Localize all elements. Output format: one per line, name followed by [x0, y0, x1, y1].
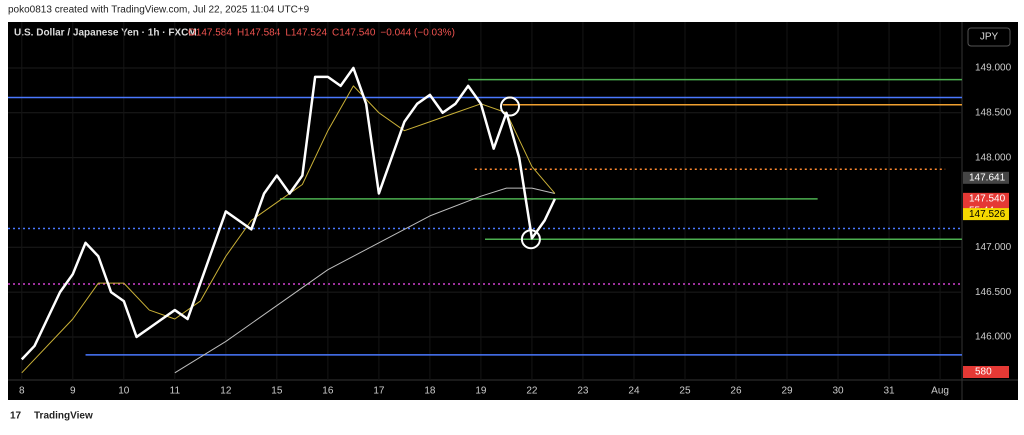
annotation-circle	[499, 96, 520, 117]
chart-bg	[8, 22, 1018, 400]
y-tick-label: 146.500	[975, 287, 1012, 298]
x-tick-label: 12	[220, 386, 232, 397]
x-tick-label: Aug	[931, 386, 949, 397]
ohlc-value: H147.584	[237, 28, 281, 39]
currency-box	[967, 27, 1011, 47]
x-tick-label: 11	[170, 386, 181, 397]
x-tick-label: 18	[424, 386, 436, 397]
y-tick-label: 146.000	[975, 332, 1012, 343]
price-line	[21, 85, 556, 374]
x-tick-label: 22	[526, 386, 538, 397]
x-tick-label: 29	[781, 386, 793, 397]
annotation-circle	[520, 229, 541, 250]
x-tick-label: 31	[883, 386, 895, 397]
x-tick-label: 17	[373, 386, 385, 397]
y-tick-label: 149.000	[975, 63, 1012, 74]
logo: 17	[10, 411, 22, 422]
x-tick-label: 16	[322, 386, 334, 397]
y-tick-label: 148.000	[975, 152, 1012, 163]
price-tag-label: 147.641	[969, 172, 1006, 183]
ohlc-value: C147.540	[332, 28, 376, 39]
x-tick-label: 8	[19, 386, 25, 397]
y-tick-label: 147.000	[975, 242, 1012, 253]
x-tick-label: 9	[70, 386, 76, 397]
x-tick-label: 15	[271, 386, 283, 397]
x-tick-label: 26	[730, 386, 742, 397]
x-tick-label: 19	[475, 386, 487, 397]
price-line	[174, 187, 556, 374]
x-tick-label: 10	[118, 386, 130, 397]
x-tick-label: 23	[577, 386, 589, 397]
ohlc-value: −0.044 (−0.03%)	[380, 28, 455, 39]
ohlc-value: L147.524	[285, 28, 327, 39]
price-tag-label: 147.526	[969, 209, 1006, 220]
chart-title: U.S. Dollar / Japanese Yen · 1h · FXCM	[14, 28, 197, 39]
ohlc-value: O147.584	[188, 28, 232, 39]
y-tick-label: 148.500	[975, 107, 1012, 118]
volume-tag	[963, 366, 1009, 378]
x-tick-label: 25	[679, 386, 691, 397]
price-tag-label: 147.540	[969, 194, 1006, 205]
price-tag	[963, 171, 1009, 184]
x-tick-label: 24	[628, 386, 640, 397]
header: poko0813 created with TradingView.com, J…	[8, 5, 310, 16]
currency: JPY	[980, 32, 999, 43]
volume-label: 580	[975, 367, 992, 378]
price-line	[20, 66, 557, 361]
x-tick-label: 30	[832, 386, 844, 397]
footer: TradingView	[34, 411, 93, 422]
price-tag	[963, 208, 1009, 221]
